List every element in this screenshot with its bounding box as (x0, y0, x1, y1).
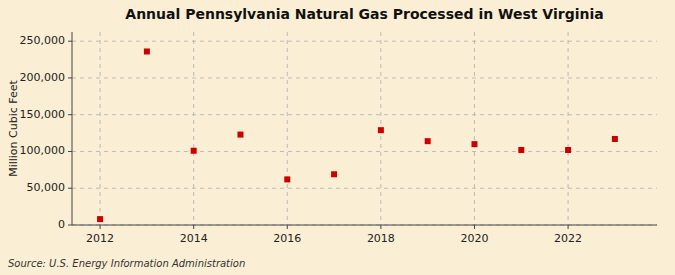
point (518, 147, 524, 153)
chart-container: 0 50,000 100,000 150,000 200,000 250,000 2012 2… (0, 0, 675, 275)
point (237, 132, 243, 138)
x-tick-label: 2018 (367, 232, 395, 245)
y-tick (68, 77, 72, 78)
x-grid-line (474, 32, 475, 225)
y-tick-label: 200,000 (20, 71, 66, 84)
point (425, 138, 431, 144)
y-tick (68, 225, 72, 226)
x-tick (568, 225, 569, 229)
x-grid-line (287, 32, 288, 225)
x-tick-label: 2022 (554, 232, 582, 245)
x-tick-label: 2020 (460, 232, 488, 245)
y-tick-label: 250,000 (20, 34, 66, 47)
x-tick-label: 2012 (86, 232, 114, 245)
y-tick (68, 41, 72, 42)
chart-svg: 0 50,000 100,000 150,000 200,000 250,000 2012 2… (0, 0, 675, 275)
y-axis-line (72, 32, 73, 225)
y-grid-line (72, 77, 657, 78)
y-grid-line (72, 114, 657, 115)
y-tick-label: 100,000 (20, 144, 66, 157)
background (0, 0, 675, 275)
y-tick-label: 0 (58, 218, 65, 231)
x-tick (474, 225, 475, 229)
x-tick-label: 2014 (180, 232, 208, 245)
x-tick (380, 225, 381, 229)
y-tick (68, 114, 72, 115)
title: Annual Pennsylvania Natural Gas Processe… (125, 6, 603, 22)
x-tick (193, 225, 194, 229)
y-tick (68, 151, 72, 152)
point (331, 171, 337, 177)
x-tick (287, 225, 288, 229)
x-tick (100, 225, 101, 229)
point (471, 141, 477, 147)
x-tick-label: 2016 (273, 232, 301, 245)
x-grid-line (568, 32, 569, 225)
point (284, 176, 290, 182)
grid (72, 32, 657, 225)
point (565, 147, 571, 153)
point (144, 48, 150, 54)
y-grid-line (72, 41, 657, 42)
point (612, 136, 618, 142)
points (97, 48, 618, 222)
y-tick-label: 50,000 (27, 181, 66, 194)
point (97, 216, 103, 222)
y-axis-label: Million Cubic Feet (7, 79, 20, 176)
y-grid-line (72, 225, 657, 226)
x-grid-line (100, 32, 101, 225)
y-tick (68, 188, 72, 189)
source-note: Source: U.S. Energy Information Administ… (8, 258, 245, 269)
point (378, 127, 384, 133)
x-axis-line (72, 225, 657, 226)
y-grid-line (72, 188, 657, 189)
y-tick-label: 150,000 (20, 108, 66, 121)
x-grid-line (193, 32, 194, 225)
point (191, 148, 197, 154)
